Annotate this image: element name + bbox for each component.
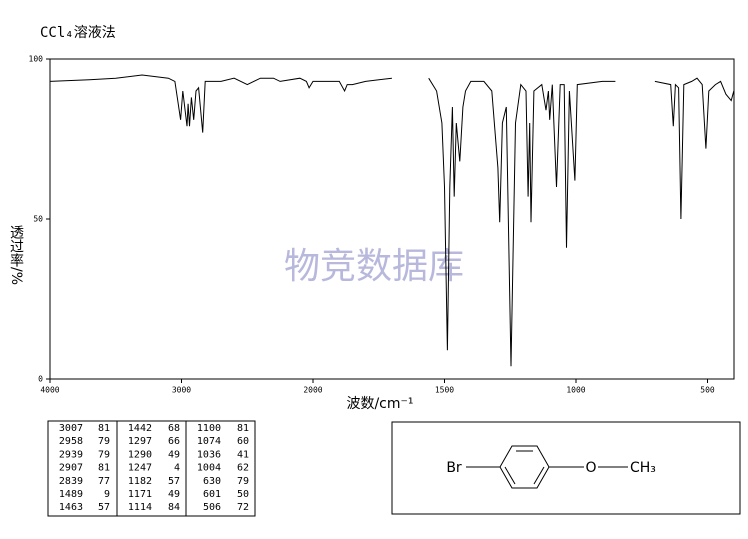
structure — [466, 445, 628, 489]
structure-frame — [391, 421, 741, 515]
peak-wavenumber: 1074 — [197, 436, 221, 447]
peak-wavenumber: 1182 — [128, 476, 152, 487]
peak-transmittance: 41 — [237, 449, 249, 460]
peak-table-frame — [47, 420, 256, 517]
spectrum-line — [654, 77, 735, 220]
benzene-ring — [499, 445, 550, 489]
peak-transmittance: 81 — [98, 423, 110, 434]
atom-label: O — [585, 460, 596, 476]
x-tick-label: 1000 — [566, 386, 585, 395]
peak-transmittance: 60 — [237, 436, 249, 447]
peak-transmittance: 9 — [104, 489, 110, 500]
peak-transmittance: 50 — [237, 489, 249, 500]
peak-wavenumber: 1171 — [128, 489, 152, 500]
double-bond — [504, 466, 516, 485]
peak-table: 3007 81 1442 68 1100 81 2958 79 1297 66 1074 60 2939… — [59, 423, 249, 513]
peak-wavenumber: 2939 — [59, 449, 83, 460]
watermark: 物竞数据库 — [284, 246, 464, 287]
peak-wavenumber: 1100 — [197, 423, 221, 434]
peak-transmittance: 66 — [168, 436, 180, 447]
spectrum-line — [49, 74, 392, 133]
peak-wavenumber: 2958 — [59, 436, 83, 447]
peak-wavenumber: 506 — [203, 502, 221, 513]
chart-title: CCl₄溶液法 — [40, 25, 116, 41]
peak-wavenumber: 1297 — [128, 436, 152, 447]
peak-wavenumber: 1442 — [128, 423, 152, 434]
peak-transmittance: 77 — [98, 476, 110, 487]
peak-wavenumber: 1247 — [128, 463, 152, 474]
peak-wavenumber: 2907 — [59, 463, 83, 474]
y-axis-label: 透过率/% — [8, 225, 24, 285]
peak-wavenumber: 1489 — [59, 489, 83, 500]
peak-transmittance: 79 — [237, 476, 249, 487]
peak-transmittance: 81 — [237, 423, 249, 434]
y-tick-label: 100 — [29, 55, 44, 64]
peak-transmittance: 49 — [168, 489, 180, 500]
plot-frame — [49, 58, 735, 380]
x-axis-label: 波数/cm⁻¹ — [346, 396, 413, 412]
peak-transmittance: 81 — [98, 463, 110, 474]
peak-wavenumber: 601 — [203, 489, 221, 500]
atom-label: CH₃ — [630, 460, 656, 476]
x-tick-label: 1500 — [435, 386, 454, 395]
x-tick-label: 3000 — [172, 386, 191, 395]
peak-wavenumber: 1004 — [197, 463, 221, 474]
peak-transmittance: 79 — [98, 449, 110, 460]
y-tick-label: 0 — [38, 375, 43, 384]
peak-wavenumber: 1036 — [197, 449, 221, 460]
peak-wavenumber: 3007 — [59, 423, 83, 434]
peak-transmittance: 4 — [174, 463, 180, 474]
peak-transmittance: 68 — [168, 423, 180, 434]
peak-transmittance: 84 — [168, 502, 180, 513]
peak-wavenumber: 1463 — [59, 502, 83, 513]
peak-transmittance: 72 — [237, 502, 249, 513]
x-tick-label: 500 — [700, 386, 715, 395]
double-bond — [533, 466, 545, 485]
peak-wavenumber: 630 — [203, 476, 221, 487]
peak-transmittance: 57 — [168, 476, 180, 487]
peak-transmittance: 62 — [237, 463, 249, 474]
peak-wavenumber: 1114 — [128, 502, 152, 513]
peak-wavenumber: 1290 — [128, 449, 152, 460]
y-tick-label: 50 — [33, 215, 43, 224]
peak-transmittance: 49 — [168, 449, 180, 460]
atom-label: Br — [446, 460, 462, 476]
spectrum-line — [428, 77, 616, 367]
peak-transmittance: 79 — [98, 436, 110, 447]
peak-transmittance: 57 — [98, 502, 110, 513]
x-tick-label: 2000 — [303, 386, 322, 395]
x-tick-label: 4000 — [40, 386, 59, 395]
peak-wavenumber: 2839 — [59, 476, 83, 487]
